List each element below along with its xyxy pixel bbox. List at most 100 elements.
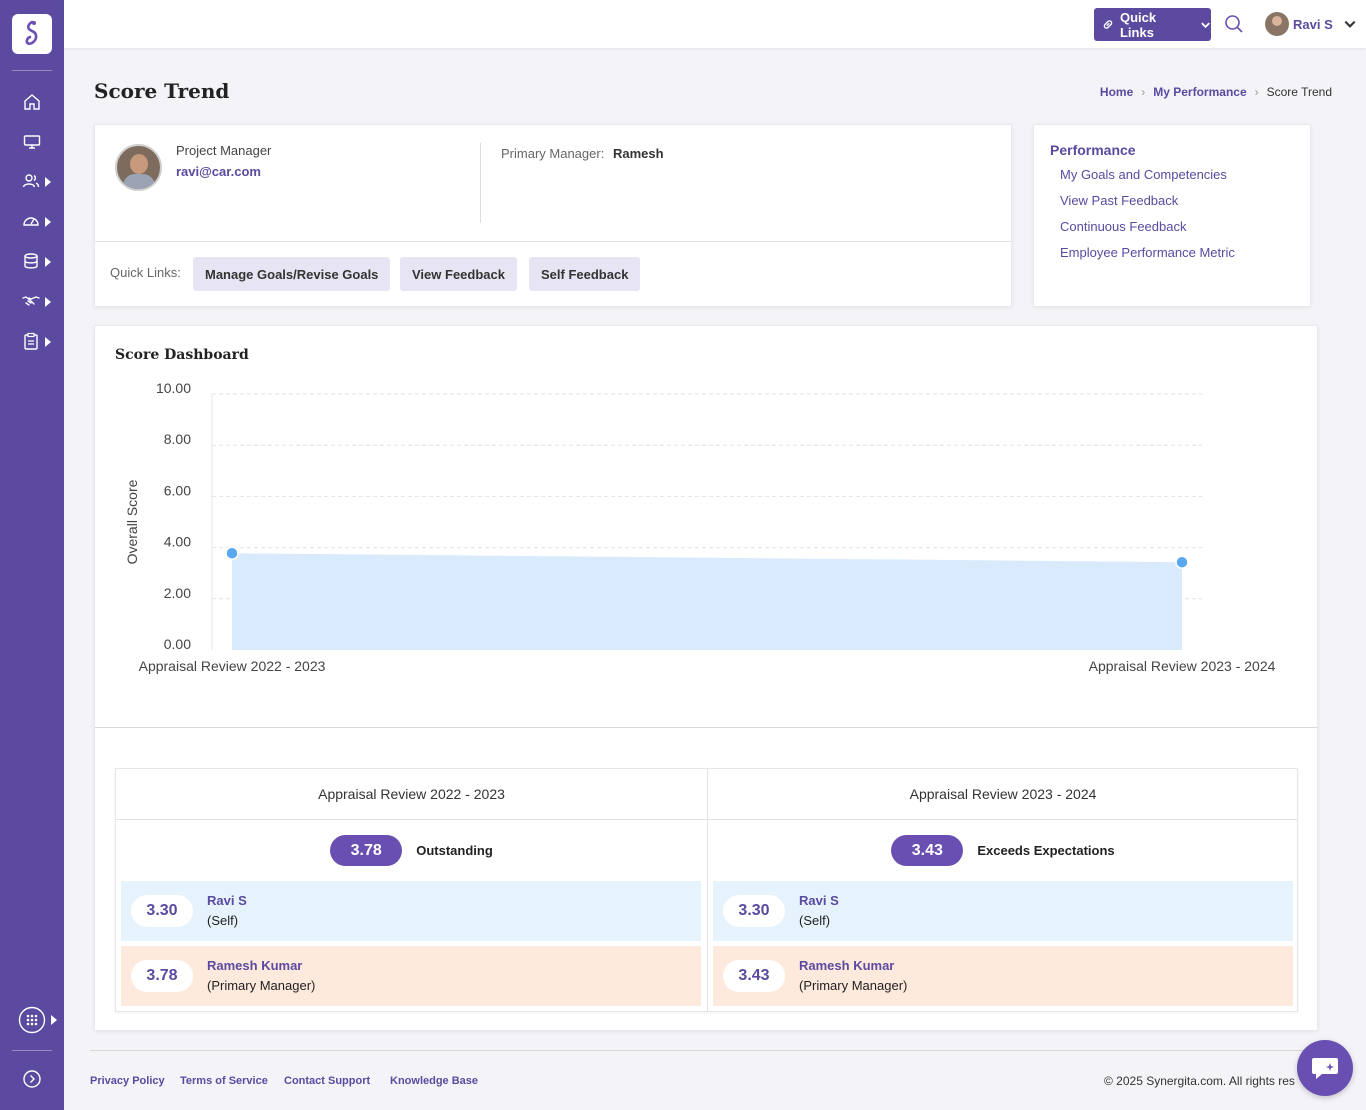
view-feedback-button[interactable]: View Feedback xyxy=(400,257,517,291)
link-view-past-feedback[interactable]: View Past Feedback xyxy=(1060,193,1179,208)
reviewer-role: (Primary Manager) xyxy=(799,978,908,993)
area-series xyxy=(232,553,1182,650)
reviewer-role: (Primary Manager) xyxy=(207,978,316,993)
chat-button[interactable] xyxy=(1297,1040,1353,1096)
review-column: Appraisal Review 2023 - 2024 3.43 Exceed… xyxy=(707,769,1298,1011)
manage-goals-button[interactable]: Manage Goals/Revise Goals xyxy=(193,257,391,291)
y-tick-label: 0.00 xyxy=(164,636,191,652)
sidebar-divider xyxy=(12,1050,52,1051)
user-menu[interactable]: Ravi S xyxy=(1265,12,1357,36)
self-score-row: 3.30 Ravi S (Self) xyxy=(713,881,1293,941)
breadcrumb-current: Score Trend xyxy=(1266,85,1332,99)
score-trend-chart: 10.00 8.00 6.00 4.00 2.00 0.00 Overall Score Ap… xyxy=(124,380,1276,674)
y-tick-label: 8.00 xyxy=(164,431,191,447)
contact-support-link[interactable]: Contact Support xyxy=(284,1075,371,1087)
search-icon[interactable] xyxy=(1224,14,1244,34)
reviewer-name[interactable]: Ravi S xyxy=(799,893,839,908)
profile-card: Project Manager ravi@car.com Primary Man… xyxy=(94,124,1012,307)
knowledge-base-link[interactable]: Knowledge Base xyxy=(390,1075,479,1087)
users-icon xyxy=(22,174,40,188)
chevron-down-icon xyxy=(1344,20,1356,28)
avatar xyxy=(1265,12,1289,36)
self-score-badge: 3.30 xyxy=(723,895,785,927)
user-name: Ravi S xyxy=(1293,16,1333,32)
sidebar-item-handshake[interactable] xyxy=(0,288,64,316)
expand-sidebar-button[interactable] xyxy=(0,1065,64,1093)
primary-manager-label: Primary Manager: xyxy=(501,146,605,161)
reviewer-role: (Self) xyxy=(799,913,831,928)
manager-score-row: 3.43 Ramesh Kumar (Primary Manager) xyxy=(713,946,1293,1006)
link-continuous-feedback[interactable]: Continuous Feedback xyxy=(1060,219,1187,234)
performance-title[interactable]: Performance xyxy=(1050,142,1136,158)
privacy-policy-link[interactable]: Privacy Policy xyxy=(90,1075,165,1087)
breadcrumb-my-performance[interactable]: My Performance xyxy=(1153,85,1247,99)
chevron-right-icon xyxy=(45,297,51,307)
copyright: © 2025 Synergita.com. All rights res xyxy=(1104,1074,1295,1088)
home-icon xyxy=(24,94,40,110)
performance-card: Performance My Goals and Competencies Vi… xyxy=(1033,124,1311,307)
chevron-down-icon xyxy=(1201,22,1210,28)
footer-divider xyxy=(90,1050,1318,1051)
breadcrumb-separator-icon: › xyxy=(1141,85,1146,99)
x-tick-label: Appraisal Review 2023 - 2024 xyxy=(1089,658,1276,674)
topbar: Quick Links Ravi S xyxy=(64,0,1366,48)
chevron-right-icon xyxy=(45,337,51,347)
sidebar-item-database[interactable] xyxy=(0,248,64,276)
reviewer-role: (Self) xyxy=(207,913,239,928)
y-tick-label: 6.00 xyxy=(164,482,191,498)
self-score-badge: 3.30 xyxy=(131,895,193,927)
divider xyxy=(480,143,481,223)
rating-label: Outstanding xyxy=(416,843,493,858)
primary-manager-name: Ramesh xyxy=(613,146,664,161)
overall-score-badge: 3.78 xyxy=(330,835,403,866)
score-dashboard-card: Score Dashboard 10.00 8.00 6.00 4.00 2.00 0.0… xyxy=(94,325,1318,1031)
breadcrumb-home[interactable]: Home xyxy=(1099,85,1134,99)
handshake-icon xyxy=(22,296,40,306)
chevron-right-icon xyxy=(45,177,51,187)
synergita-logo[interactable] xyxy=(12,14,52,54)
manager-score-badge: 3.78 xyxy=(131,960,193,992)
database-icon xyxy=(24,253,38,269)
apps-grid-button[interactable] xyxy=(0,1006,64,1034)
y-tick-label: 10.00 xyxy=(156,380,191,396)
breadcrumb: Home › My Performance › Score Trend xyxy=(1100,85,1332,99)
review-title: Appraisal Review 2023 - 2024 xyxy=(708,769,1298,820)
profile-role: Project Manager xyxy=(176,143,272,158)
divider xyxy=(95,241,1011,242)
reviewer-name[interactable]: Ravi S xyxy=(207,893,247,908)
quick-links-label: Quick Links: xyxy=(110,265,181,280)
data-point xyxy=(1175,555,1189,569)
data-point xyxy=(225,546,239,560)
reviewer-name[interactable]: Ramesh Kumar xyxy=(799,958,895,973)
sidebar-divider xyxy=(12,70,52,71)
terms-of-service-link[interactable]: Terms of Service xyxy=(180,1075,268,1087)
link-my-goals[interactable]: My Goals and Competencies xyxy=(1060,167,1227,182)
y-axis-label: Overall Score xyxy=(124,479,140,564)
link-employee-performance-metric[interactable]: Employee Performance Metric xyxy=(1060,245,1235,260)
quick-links-button[interactable]: Quick Links xyxy=(1094,8,1211,41)
breadcrumb-separator-icon: › xyxy=(1254,85,1259,99)
self-feedback-button[interactable]: Self Feedback xyxy=(529,257,641,291)
overall-score: 3.78 Outstanding xyxy=(116,835,707,866)
sidebar-item-dashboard[interactable] xyxy=(0,208,64,236)
sidebar-item-home[interactable] xyxy=(0,88,64,116)
link-icon xyxy=(1103,20,1113,29)
reviewer-name[interactable]: Ramesh Kumar xyxy=(207,958,303,973)
sidebar-item-users[interactable] xyxy=(0,168,64,196)
chevron-right-icon xyxy=(51,1015,57,1025)
sidebar-item-monitor[interactable] xyxy=(0,128,64,156)
sidebar xyxy=(0,0,64,1110)
y-tick-label: 4.00 xyxy=(164,534,191,550)
overall-score-badge: 3.43 xyxy=(891,835,964,866)
score-dashboard-title: Score Dashboard xyxy=(115,347,249,363)
page-title: Score Trend xyxy=(94,79,230,103)
expand-arrow-icon xyxy=(23,1070,41,1088)
profile-email[interactable]: ravi@car.com xyxy=(176,164,261,179)
sidebar-item-clipboard[interactable] xyxy=(0,328,64,356)
chevron-right-icon xyxy=(45,217,51,227)
manager-score-row: 3.78 Ramesh Kumar (Primary Manager) xyxy=(121,946,701,1006)
profile-avatar xyxy=(115,144,162,191)
chat-icon xyxy=(1312,1058,1338,1079)
clipboard-icon xyxy=(24,332,38,350)
monitor-icon xyxy=(23,135,41,149)
